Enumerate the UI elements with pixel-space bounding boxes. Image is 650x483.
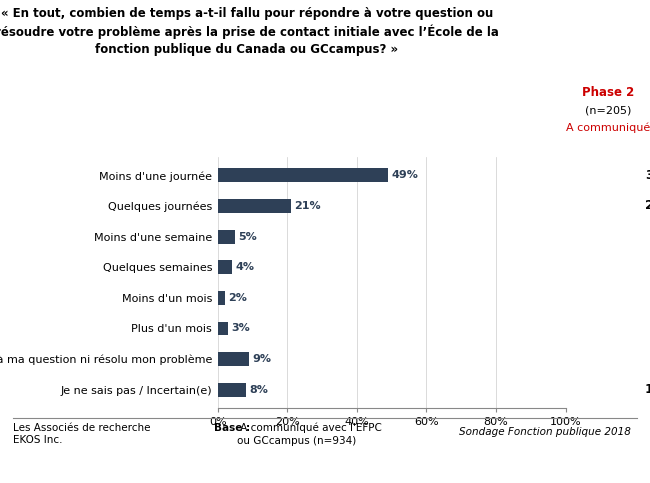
Text: 5%: 5% — [649, 261, 650, 274]
Bar — [218, 260, 231, 274]
Text: 2%: 2% — [228, 293, 247, 303]
Bar — [218, 230, 235, 243]
Text: Phase 2: Phase 2 — [582, 86, 634, 99]
Text: « En tout, combien de temps a-t-il fallu pour répondre à votre question ou
résou: « En tout, combien de temps a-t-il fallu… — [0, 7, 499, 57]
Bar — [218, 383, 246, 397]
Text: 5%: 5% — [239, 232, 257, 242]
Text: 9%: 9% — [252, 354, 272, 364]
Text: 28%: 28% — [645, 199, 650, 213]
Text: Les Associés de recherche
EKOS Inc.: Les Associés de recherche EKOS Inc. — [13, 423, 151, 445]
Text: 21%: 21% — [294, 201, 321, 211]
Text: 8%: 8% — [249, 385, 268, 395]
Text: A communiqué avec l'EFPC
ou GCcampus (n=934): A communiqué avec l'EFPC ou GCcampus (n=… — [237, 423, 382, 445]
Text: 0%: 0% — [649, 291, 650, 304]
Bar — [218, 169, 388, 182]
Bar — [218, 291, 225, 305]
Bar — [218, 352, 249, 366]
Bar — [218, 322, 228, 335]
Text: 10%: 10% — [645, 383, 650, 396]
Text: A communiqué: A communiqué — [566, 122, 650, 133]
Text: 39%: 39% — [645, 169, 650, 182]
Text: 2%: 2% — [649, 322, 650, 335]
Text: 4%: 4% — [235, 262, 254, 272]
Text: Sondage Fonction publique 2018: Sondage Fonction publique 2018 — [459, 427, 630, 438]
Text: Base :: Base : — [214, 423, 251, 433]
Text: (n=205): (n=205) — [584, 106, 631, 116]
Text: 3%: 3% — [231, 324, 250, 333]
Bar — [218, 199, 291, 213]
Text: 49%: 49% — [391, 170, 419, 180]
